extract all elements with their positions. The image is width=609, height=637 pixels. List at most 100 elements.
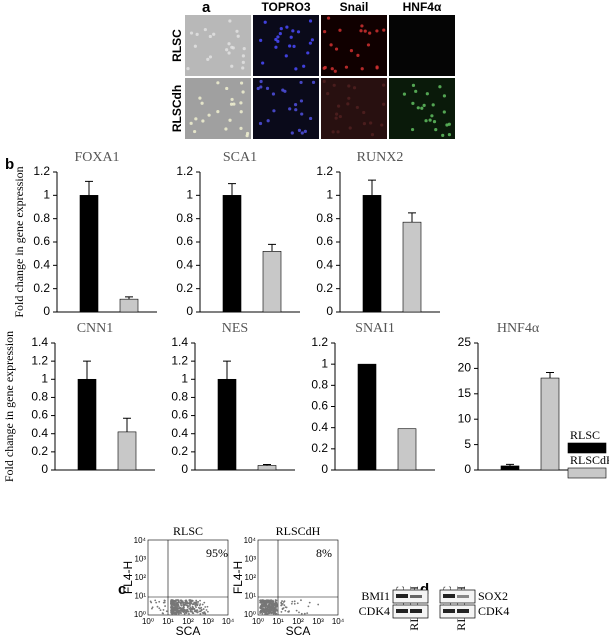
event xyxy=(175,604,178,607)
event xyxy=(190,602,193,605)
event xyxy=(161,612,164,615)
bar xyxy=(117,431,137,471)
y-tick-label: 0.6 xyxy=(316,234,333,248)
cell xyxy=(422,103,426,107)
cell xyxy=(239,81,244,85)
event xyxy=(260,604,263,607)
micrograph xyxy=(253,78,319,139)
event xyxy=(184,603,187,606)
cell xyxy=(432,119,437,124)
y-tick-label: 0 xyxy=(321,462,328,476)
cell xyxy=(272,109,276,113)
event xyxy=(181,600,184,603)
cell xyxy=(299,99,304,103)
event xyxy=(171,609,174,612)
y-tick-label: 0.4 xyxy=(316,258,333,272)
y-tick-label: 0 xyxy=(41,462,48,476)
cell xyxy=(411,83,416,87)
cell xyxy=(203,27,207,32)
cell xyxy=(425,92,429,96)
event xyxy=(306,612,309,615)
cell xyxy=(206,57,210,61)
y-tick-label: 10⁴ xyxy=(134,536,147,545)
cell xyxy=(241,90,245,94)
bar xyxy=(540,377,560,471)
y-axis-label: Fold change in gene expression xyxy=(2,331,16,482)
event xyxy=(193,603,196,605)
error-bar xyxy=(83,360,91,380)
event xyxy=(159,609,162,612)
y-tick-label: 0.8 xyxy=(31,390,48,404)
row-label: BMI1 xyxy=(361,589,390,603)
event xyxy=(170,601,173,604)
y-tick-label: 1.2 xyxy=(171,353,188,367)
x-tick-label: 10⁰ xyxy=(142,617,154,626)
cell xyxy=(299,80,303,85)
event xyxy=(187,610,189,613)
event xyxy=(194,604,197,607)
event xyxy=(264,600,267,602)
cell xyxy=(356,53,360,57)
y-tick-label: 0 xyxy=(326,304,333,318)
cell xyxy=(291,29,295,33)
event xyxy=(293,600,296,603)
cell xyxy=(334,116,338,120)
y-tick-label: 0.2 xyxy=(176,281,193,295)
event xyxy=(172,607,175,610)
event xyxy=(174,611,177,614)
y-tick-label: 0.2 xyxy=(31,444,48,458)
cell xyxy=(329,43,333,47)
event xyxy=(260,600,262,603)
bar xyxy=(77,378,97,471)
cell xyxy=(224,127,228,131)
event xyxy=(272,607,275,610)
column-header: TOPRO3 xyxy=(261,0,310,14)
cell xyxy=(274,45,278,49)
event xyxy=(158,600,161,603)
legend-label: RLSCdH xyxy=(570,453,609,467)
event xyxy=(295,609,298,612)
event xyxy=(261,612,264,615)
band xyxy=(410,609,422,613)
event xyxy=(151,606,154,609)
cell xyxy=(410,127,415,132)
x-tick-label: 10² xyxy=(292,617,304,626)
chart-title: HNF4α xyxy=(497,321,540,336)
cell xyxy=(232,102,236,106)
event xyxy=(174,602,177,605)
bar xyxy=(500,465,520,471)
error-bar xyxy=(268,243,276,252)
event xyxy=(290,602,293,605)
cell xyxy=(288,107,292,111)
cell xyxy=(216,110,220,114)
y-axis-label: FL4-H xyxy=(231,561,245,594)
event xyxy=(170,607,173,610)
event xyxy=(267,601,270,604)
x-tick-label: 10⁴ xyxy=(332,617,345,626)
cell xyxy=(231,46,235,50)
cell xyxy=(265,86,270,90)
cell xyxy=(230,97,234,102)
column-header: HNF4α xyxy=(403,0,442,14)
bar xyxy=(362,195,382,313)
event xyxy=(274,612,277,615)
event xyxy=(155,601,158,604)
y-tick-label: 10⁴ xyxy=(244,536,257,545)
band xyxy=(410,595,422,598)
y-tick-label: 1 xyxy=(321,356,328,370)
event xyxy=(179,599,182,602)
cell xyxy=(382,102,386,106)
cell xyxy=(259,85,263,89)
cell xyxy=(380,123,384,127)
event xyxy=(191,608,194,611)
cell xyxy=(311,80,316,84)
y-tick-label: 0.6 xyxy=(176,234,193,248)
cell xyxy=(310,38,314,42)
cell xyxy=(259,79,263,84)
event xyxy=(274,599,277,601)
bar xyxy=(257,465,277,471)
cell xyxy=(208,55,213,59)
event xyxy=(193,608,196,611)
event xyxy=(182,606,185,609)
